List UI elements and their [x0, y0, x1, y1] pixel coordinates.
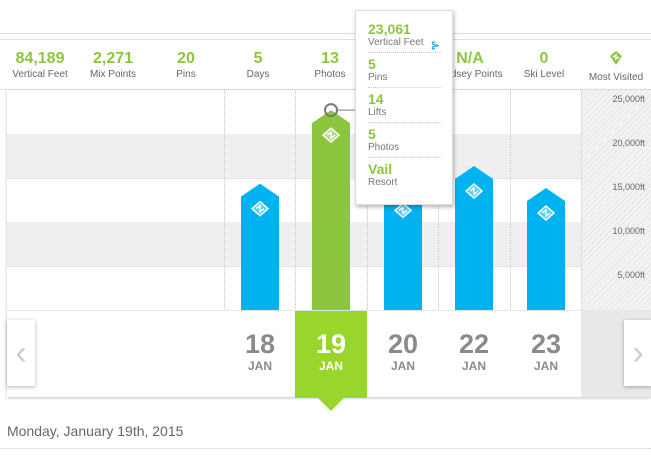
tooltip-item: 14 Lifts [368, 91, 442, 123]
column-divider [224, 90, 225, 397]
tooltip-item: Vail Resort [368, 161, 442, 192]
date-day: 18 [244, 329, 276, 359]
bar[interactable] [455, 166, 493, 310]
date-tab[interactable]: 20 JAN [367, 311, 439, 398]
tooltip-label: Lifts [368, 107, 387, 118]
stat-most-visited[interactable]: Most Visited [576, 50, 651, 84]
stat-label: Mix Points [89, 69, 137, 80]
y-tick-label: 25,000ft [612, 94, 645, 104]
date-month: JAN [390, 359, 415, 373]
day-tooltip: 23,061 Vertical Feet ⊱ 5 Pins 14 Lifts 5 Phot… [355, 10, 453, 205]
column-divider [367, 90, 368, 397]
tooltip-label: Photos [368, 142, 400, 153]
stats-bar: 84,189 Vertical Feet 2,271 Mix Points 20 Pi… [0, 40, 651, 90]
date-day: 22 [458, 329, 490, 359]
date-strip: 18 JAN 19 JAN 20 JAN 22 JAN 23 JAN [7, 310, 651, 398]
tooltip-value: 5 [368, 126, 376, 142]
date-tab[interactable]: 19 JAN [295, 311, 367, 398]
y-tick-label: 15,000ft [612, 182, 645, 192]
resort-logo-icon [536, 205, 556, 222]
stat-value: 5 [253, 50, 263, 67]
top-bar [0, 0, 651, 40]
date-tab[interactable]: 18 JAN [224, 311, 296, 398]
stat-pins: 20 Pins [146, 50, 226, 81]
y-axis: 25,000ft 20,000ft 15,000ft 10,000ft 5,00… [581, 90, 651, 310]
selected-point-marker [324, 103, 338, 118]
tooltip-item: 5 Pins [368, 56, 442, 88]
tooltip-value: 5 [368, 56, 376, 72]
resort-logo-icon [393, 202, 413, 219]
column-divider [438, 90, 439, 397]
date-tab[interactable]: 22 JAN [438, 311, 510, 398]
date-tab[interactable]: 23 JAN [510, 311, 582, 398]
stat-label: Days [246, 69, 270, 80]
tooltip-label: Resort [368, 177, 398, 188]
gridline [7, 178, 581, 179]
stat-vertical-feet: 84,189 Vertical Feet [0, 50, 80, 81]
date-month: JAN [533, 359, 558, 373]
resort-logo-icon [250, 200, 270, 217]
resort-logo-icon [464, 183, 484, 200]
resort-logo-icon [321, 127, 341, 144]
tooltip-item: 5 Photos [368, 126, 442, 158]
tooltip-value: 14 [368, 91, 384, 107]
stat-label: Pins [176, 69, 196, 80]
stat-ski-level: 0 Ski Level [504, 50, 584, 81]
date-day: 19 [315, 329, 347, 359]
share-icon[interactable]: ⊱ [430, 40, 440, 52]
date-day: 23 [530, 329, 562, 359]
stat-mix-points: 2,271 Mix Points [73, 50, 153, 81]
stat-days: 5 Days [218, 50, 298, 81]
y-tick-label: 20,000ft [612, 138, 645, 148]
stat-label: Most Visited [588, 72, 644, 83]
stat-label: Lindsey Points [437, 69, 503, 80]
stat-photos: 13 Photos [290, 50, 370, 81]
gridline [7, 266, 581, 267]
tooltip-value: Vail [368, 161, 393, 177]
stat-label: Vertical Feet [12, 69, 68, 80]
vertical-feet-chart: 25,000ft 20,000ft 15,000ft 10,000ft 5,00… [7, 90, 651, 398]
stat-value: 0 [539, 50, 549, 67]
column-divider [510, 90, 511, 397]
date-month: JAN [318, 359, 343, 373]
y-tick-label: 10,000ft [612, 226, 645, 236]
stat-value: 2,271 [92, 50, 134, 67]
stat-value: 13 [321, 50, 339, 67]
tooltip-item: 23,061 Vertical Feet ⊱ [368, 21, 442, 53]
date-month: JAN [461, 359, 486, 373]
stat-value: N/A [456, 50, 484, 67]
stat-value: 20 [177, 50, 195, 67]
tooltip-label: Vertical Feet [368, 37, 424, 48]
resort-logo-icon [576, 50, 651, 71]
bar[interactable] [527, 188, 565, 310]
bar[interactable] [384, 185, 422, 310]
chevron-right-icon: › [632, 333, 644, 372]
grid-band [7, 134, 581, 178]
stat-lindsey-points: N/A Lindsey Points [430, 50, 510, 81]
next-button[interactable]: › [624, 320, 651, 386]
date-month: JAN [247, 359, 272, 373]
bar-selected[interactable] [312, 110, 350, 310]
selected-date-pointer [317, 397, 345, 411]
stat-label: Ski Level [523, 69, 565, 80]
chevron-left-icon: ‹ [15, 333, 27, 372]
column-divider [295, 90, 296, 397]
stat-value: 84,189 [15, 50, 65, 67]
bars-layer [241, 103, 565, 310]
tooltip-label: Pins [368, 72, 388, 83]
y-tick-label: 5,000ft [617, 270, 645, 280]
selected-date-heading: Monday, January 19th, 2015 [7, 423, 184, 439]
divider [0, 448, 651, 449]
stat-label: Photos [314, 69, 346, 80]
bar[interactable] [241, 183, 279, 310]
tooltip-value: 23,061 [368, 21, 411, 37]
date-day: 20 [387, 329, 419, 359]
prev-button[interactable]: ‹ [7, 320, 35, 386]
